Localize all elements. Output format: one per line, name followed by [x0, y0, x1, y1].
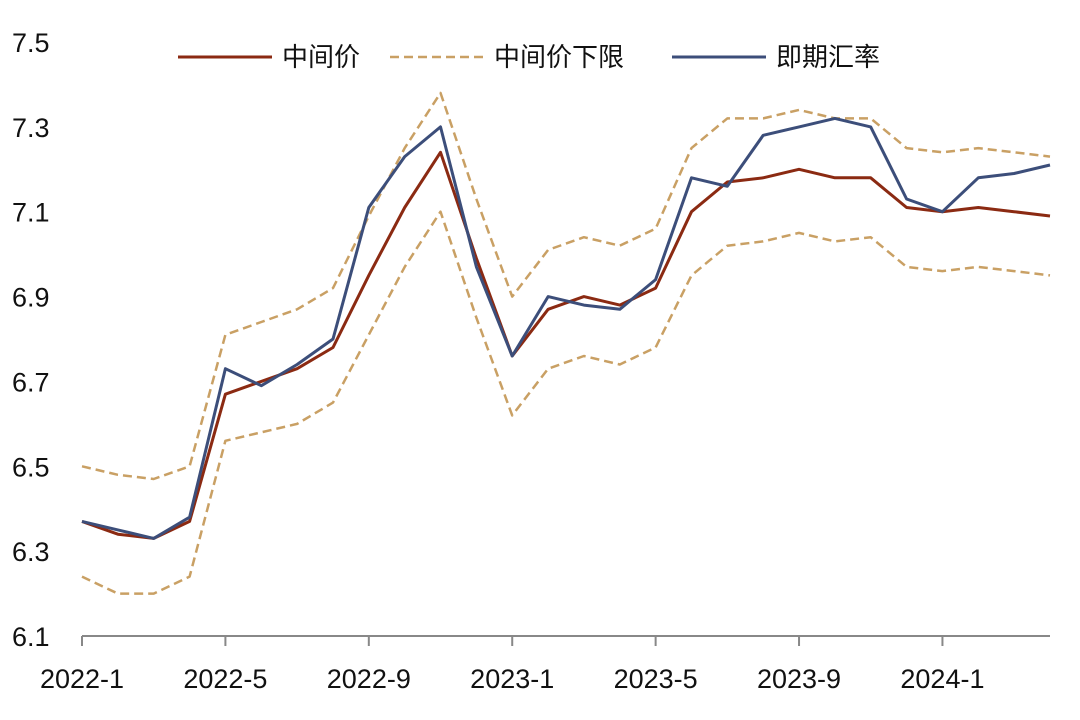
legend-label: 中间价下限: [494, 43, 624, 73]
y-tick-label: 6.3: [12, 537, 50, 567]
x-tick-label: 2024-1: [900, 664, 984, 694]
legend: 中间价 中间价下限 即期汇率: [178, 43, 880, 73]
x-tick-label: 2022-1: [40, 664, 124, 694]
series-line-1: [81, 210, 1051, 595]
series-lines: [81, 91, 1051, 595]
legend-label: 即期汇率: [776, 43, 880, 73]
y-tick-label: 6.1: [12, 622, 50, 652]
x-tick-label: 2023-1: [470, 664, 554, 694]
y-tick-label: 6.9: [12, 283, 50, 313]
legend-label: 中间价: [282, 43, 360, 73]
series-line-2: [81, 91, 1051, 481]
x-tick-label: 2023-5: [614, 664, 698, 694]
x-tick-label: 2023-9: [757, 664, 841, 694]
y-tick-label: 7.5: [12, 28, 50, 58]
x-tick-label: 2022-5: [183, 664, 267, 694]
x-tick-label: 2022-9: [327, 664, 411, 694]
series-line-0: [81, 150, 1051, 540]
y-tick-label: 6.5: [12, 452, 50, 482]
y-tick-label: 7.1: [12, 198, 50, 228]
y-tick-label: 6.7: [12, 367, 50, 397]
series-line-3: [81, 116, 1051, 540]
x-axis: 2022-1 2022-5 2022-9 2023-1 2023-5 2023-9 2024…: [40, 635, 1050, 694]
y-tick-label: 7.3: [12, 113, 50, 143]
y-axis-ticks: 7.5 7.3 7.1 6.9 6.7 6.5 6.3 6.1: [12, 28, 50, 652]
